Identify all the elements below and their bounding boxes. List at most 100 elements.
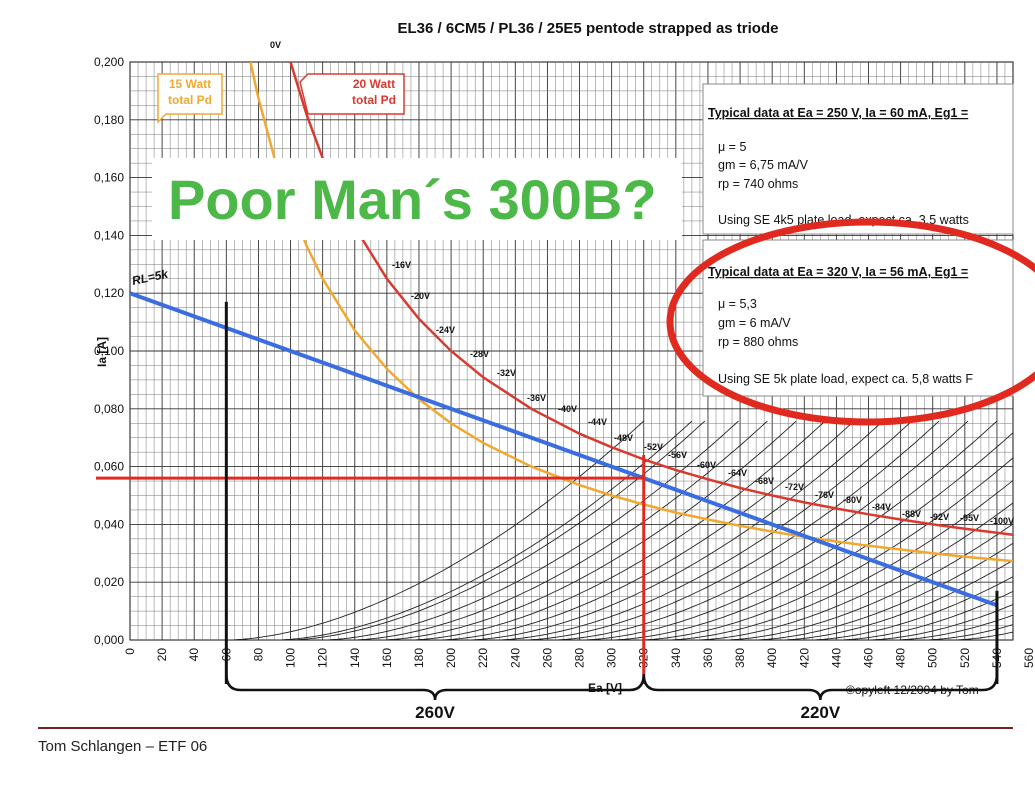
tube-curve bbox=[407, 420, 826, 640]
x-tick-label: 260 bbox=[540, 648, 554, 668]
data-box-1-line: rp = 740 ohms bbox=[718, 177, 798, 191]
tube-curve bbox=[550, 420, 969, 640]
tube-curve-label: -76V bbox=[815, 490, 834, 500]
copyright-note: ©opyleft 12/2004 by Tom bbox=[846, 683, 979, 697]
y-tick-label: 0,200 bbox=[94, 55, 124, 69]
data-box-2-line: μ = 5,3 bbox=[718, 297, 757, 311]
overlays: Poor Man´s 300B? 15 Watt total Pd 20 Watt to… bbox=[96, 73, 1035, 722]
big-title-backdrop bbox=[152, 158, 682, 240]
x-tick-label: 360 bbox=[701, 648, 715, 668]
tube-curve bbox=[494, 420, 913, 640]
tube-curve-label: -56V bbox=[668, 450, 687, 460]
tube-curve-label: -20V bbox=[411, 291, 430, 301]
x-tick-label: 500 bbox=[926, 648, 940, 668]
tube-curve-label: -84V bbox=[872, 502, 891, 512]
tube-curve-label: 0V bbox=[270, 40, 281, 50]
data-box-1-line: μ = 5 bbox=[718, 140, 746, 154]
series-line bbox=[249, 62, 1013, 563]
tube-curve-label: -100V bbox=[990, 516, 1014, 526]
x-tick-label: 180 bbox=[412, 648, 426, 668]
tube-curve-label: -16V bbox=[392, 260, 411, 270]
tube-curve-label: -80V bbox=[843, 495, 862, 505]
x-tick-label: 100 bbox=[284, 648, 298, 668]
tube-curve-label: -24V bbox=[436, 325, 455, 335]
y-axis-label: Ia [A] bbox=[95, 337, 109, 367]
data-box-2-frame bbox=[702, 239, 1014, 397]
tube-curve bbox=[436, 420, 855, 640]
tube-curve bbox=[693, 502, 1013, 640]
brace-left bbox=[225, 673, 645, 701]
tube-curve-label: -52V bbox=[644, 442, 663, 452]
x-tick-label: 440 bbox=[829, 648, 843, 668]
tube-curve bbox=[378, 420, 797, 640]
tube-curve bbox=[778, 559, 1013, 640]
data-box-1-line: gm = 6,75 mA/V bbox=[718, 158, 809, 172]
y-tick-label: 0,180 bbox=[94, 113, 124, 127]
tube-curve-label: -68V bbox=[755, 476, 774, 486]
callout-15w-line1: 15 Watt bbox=[169, 77, 211, 91]
chart-title: EL36 / 6CM5 / PL36 / 25E5 pentode strapp… bbox=[398, 20, 779, 37]
data-box-2-line: gm = 6 mA/V bbox=[718, 316, 791, 330]
tube-curve bbox=[226, 420, 645, 640]
tube-curve bbox=[287, 420, 706, 640]
tube-curve-label: -72V bbox=[785, 482, 804, 492]
data-box-2: Typical data at Ea = 320 V, Ia = 56 mA, … bbox=[702, 239, 1014, 397]
y-tick-label: 0,060 bbox=[94, 460, 124, 474]
tube-curve-label: -48V bbox=[614, 433, 633, 443]
tube-curve-label: -44V bbox=[588, 417, 607, 427]
footer-rule bbox=[38, 727, 1013, 729]
x-tick-label: 280 bbox=[573, 648, 587, 668]
brace-left-label: 260V bbox=[415, 703, 455, 722]
tube-curve bbox=[321, 420, 739, 640]
x-tick-label: 20 bbox=[155, 648, 169, 662]
x-tick-label: 460 bbox=[862, 648, 876, 668]
y-tick-label: 0,000 bbox=[94, 633, 124, 647]
y-tick-label: 0,160 bbox=[94, 171, 124, 185]
tube-curve bbox=[865, 604, 1013, 640]
x-tick-label: 220 bbox=[476, 648, 490, 668]
data-box-1: Typical data at Ea = 250 V, Ia = 60 mA, … bbox=[702, 83, 1014, 235]
footer-text: Tom Schlangen – ETF 06 bbox=[38, 738, 208, 755]
axis-ticks: 0,000 0,020 0,040 0,060 0,080 0,100 0,120 0,140… bbox=[94, 55, 1035, 668]
tube-curve-label: -28V bbox=[470, 349, 489, 359]
tube-curve bbox=[608, 432, 1013, 640]
callout-15w: 15 Watt total Pd bbox=[157, 73, 223, 124]
x-tick-label: 200 bbox=[444, 648, 458, 668]
callout-20w-box bbox=[299, 73, 405, 115]
highlight-ellipse bbox=[666, 218, 1035, 426]
callout-15w-line2: total Pd bbox=[168, 93, 212, 107]
callout-15w-box bbox=[157, 73, 223, 124]
tube-curve bbox=[579, 420, 998, 640]
data-box-2-heading: Typical data at Ea = 320 V, Ia = 56 mA, … bbox=[708, 265, 968, 279]
data-box-1-frame bbox=[702, 83, 1014, 235]
x-tick-label: 120 bbox=[316, 648, 330, 668]
tube-curve bbox=[722, 523, 1013, 640]
x-tick-label: 240 bbox=[508, 648, 522, 668]
x-tick-label: 560 bbox=[1022, 648, 1035, 668]
tube-curve bbox=[921, 624, 1013, 640]
tube-curve-labels: 0V-4V-8V-16V-20V-24V-28V-32V-36V-40V-44V… bbox=[270, 40, 1014, 526]
y-tick-label: 0,100 bbox=[94, 344, 124, 358]
brace-right-label: 220V bbox=[800, 703, 840, 722]
tube-curve-label: -92V bbox=[930, 512, 949, 522]
tube-curve-label: -60V bbox=[697, 460, 716, 470]
tube-curve bbox=[521, 420, 940, 640]
tube-curve bbox=[807, 576, 1013, 640]
x-tick-label: 300 bbox=[605, 648, 619, 668]
big-title: Poor Man´s 300B? bbox=[168, 168, 657, 231]
y-tick-label: 0,140 bbox=[94, 228, 124, 242]
x-tick-label: 140 bbox=[348, 648, 362, 668]
x-tick-label: 0 bbox=[123, 648, 137, 655]
data-box-2-line: rp = 880 ohms bbox=[718, 335, 798, 349]
y-tick-label: 0,080 bbox=[94, 402, 124, 416]
x-tick-label: 340 bbox=[669, 648, 683, 668]
callout-20w-line2: total Pd bbox=[352, 93, 396, 107]
tube-curve bbox=[751, 542, 1013, 640]
y-tick-label: 0,040 bbox=[94, 517, 124, 531]
tube-curve bbox=[274, 420, 693, 640]
x-axis-label: Ea [V] bbox=[588, 681, 622, 695]
tube-curve-label: -32V bbox=[497, 368, 516, 378]
x-tick-label: 420 bbox=[797, 648, 811, 668]
tube-curve bbox=[892, 614, 1013, 640]
tube-curves bbox=[226, 420, 1013, 640]
